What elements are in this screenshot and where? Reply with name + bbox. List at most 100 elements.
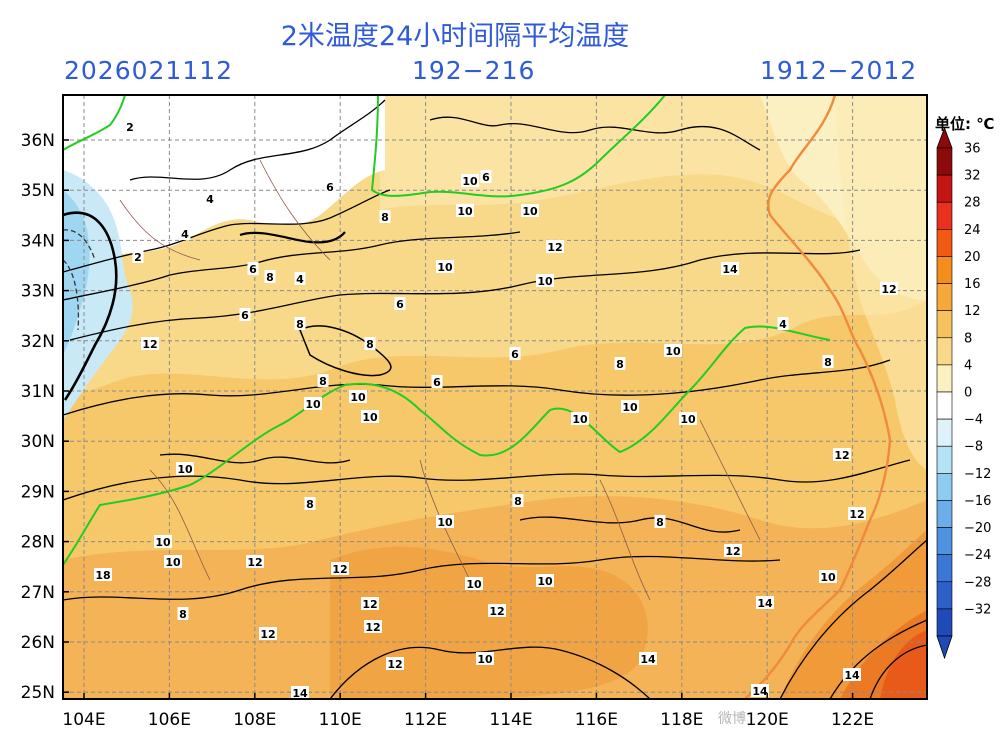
contour-label: 2 (126, 121, 134, 134)
se-hottest (880, 630, 927, 699)
contour-label: 8 (366, 338, 374, 351)
contour-label: 10 (305, 398, 321, 411)
colorbar-label: 4 (964, 358, 972, 373)
contour-label: 4 (206, 193, 214, 206)
contour-label-bg (317, 374, 329, 387)
contour-label-bg (154, 535, 172, 548)
lon-tick-label: 110E (319, 710, 362, 730)
colorbar-label: −8 (964, 440, 983, 455)
contour-label: 10 (466, 578, 482, 591)
contour-label: 8 (319, 375, 327, 388)
contour-label-bg (349, 390, 367, 403)
cold-plateau (63, 95, 385, 270)
lon-tick-label: 114E (489, 710, 532, 730)
init-time: 2026021112 (64, 56, 234, 85)
colorbar-label: −4 (964, 413, 983, 428)
contour-label-bg (436, 515, 454, 528)
contour-label-bg (294, 272, 306, 285)
contour-label: 8 (179, 608, 187, 621)
contour-label-bg (431, 375, 443, 388)
contour-label-bg (621, 400, 639, 413)
colorbar-swatch (936, 256, 953, 284)
colorbar-swatch (936, 473, 953, 501)
colorbar-label: −28 (964, 575, 991, 590)
contour-label: 8 (656, 516, 664, 529)
contour-label: 6 (326, 181, 334, 194)
contour-label-bg (822, 355, 834, 368)
lat-lon-grid (63, 95, 927, 699)
lon-tick-label: 118E (660, 710, 703, 730)
colorbar-swatch (936, 418, 953, 447)
contour-label-bg (141, 337, 159, 350)
contour-label-bg (386, 657, 404, 670)
warm-core (330, 546, 648, 699)
contour-label-bg (331, 562, 349, 575)
colorbar-swatch (936, 337, 953, 366)
contour-label: 14 (722, 263, 738, 276)
contour-label-bg (436, 260, 454, 273)
contour-line (239, 231, 346, 244)
contour-label-bg (880, 282, 898, 295)
contour-label: 10 (537, 275, 553, 288)
watermark: 微博 (718, 711, 746, 727)
contour-label: 12 (881, 283, 896, 296)
contour-label-bg (361, 597, 379, 610)
colorbar-label: 24 (964, 223, 981, 238)
contour-label: 8 (824, 356, 832, 369)
contour-label: 12 (725, 545, 740, 558)
contour-label: 12 (362, 598, 377, 611)
contour-label-bg (361, 410, 379, 423)
colorbar-swatch (936, 527, 953, 555)
contour-label: 10 (622, 401, 638, 414)
colorbar-swatch (936, 364, 953, 393)
colorbar-swatch (936, 147, 953, 176)
contour-label: 10 (820, 571, 836, 584)
contour-label-bg (512, 494, 524, 507)
contour-label-bg (751, 684, 769, 697)
contour-label: 12 (332, 563, 347, 576)
contour-label: 10 (665, 345, 681, 358)
contour-label-bg (304, 397, 322, 410)
colorbar-label: 12 (964, 304, 981, 319)
contour-label: 10 (572, 413, 588, 426)
colorbar-label: −24 (964, 548, 991, 563)
contour-label: 8 (306, 498, 314, 511)
contour-label-bg (124, 120, 136, 133)
contour-label-bg (179, 227, 191, 240)
colorbar-label: 28 (964, 196, 981, 211)
contour-label-bg (679, 412, 697, 425)
contour-label-bg (756, 596, 774, 609)
contour-line (63, 231, 521, 301)
contour-label: 4 (181, 228, 189, 241)
lat-tick-label: 28N (21, 533, 55, 553)
contour-line (829, 619, 927, 699)
contour-label: 12 (547, 241, 562, 254)
lat-tick-label: 32N (21, 332, 55, 352)
contour-label-bg (394, 297, 406, 310)
colorbar-swatch (936, 445, 953, 474)
contour-label-bg (379, 210, 391, 223)
contour-label: 2 (134, 251, 142, 264)
contour-label: 6 (511, 348, 519, 361)
contour-label: 12 (387, 658, 402, 671)
contour-label-bg (848, 507, 866, 520)
contour-label-bg (461, 174, 479, 187)
basin-boundary (63, 95, 126, 151)
contour-line (63, 555, 781, 601)
contour-label-bg (164, 555, 182, 568)
axes: 104E 106E 108E 110E 112E 114E 116E 118E 120E 122E… (21, 131, 875, 730)
contour-line-dashed (63, 229, 96, 261)
colorbar-label: 32 (964, 169, 981, 184)
contour-line-dashed (63, 259, 80, 331)
contour-label: 10 (437, 261, 453, 274)
contour-label: 8 (514, 495, 522, 508)
lat-tick-label: 35N (21, 181, 55, 201)
colorbar-swatch (936, 581, 953, 610)
lat-tick-label: 27N (21, 583, 55, 603)
contour-label: 10 (477, 653, 493, 666)
contour-label-bg (177, 607, 189, 620)
contour-label-bg (294, 317, 306, 330)
contour-label-bg (364, 337, 376, 350)
